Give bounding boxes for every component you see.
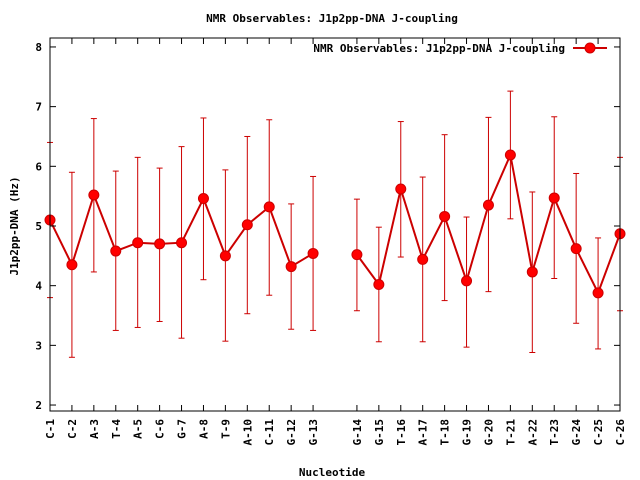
data-point [592,287,604,299]
x-tick-label: C-2 [66,419,79,439]
data-point [504,149,516,161]
data-point [461,275,473,287]
x-tick-label: G-24 [570,419,583,446]
x-tick-label: G-19 [461,419,474,446]
x-tick-label: C-25 [592,419,605,446]
x-tick-label: A-17 [417,419,430,446]
data-point [373,278,385,290]
y-axis-ticks: 2 3 4 5 6 7 8 [35,41,620,412]
plot-area [44,90,626,358]
x-tick-label: C-1 [44,419,57,439]
x-tick-label: T-16 [395,419,408,446]
data-point [482,199,494,211]
data-point [417,253,429,265]
error-bars [47,90,623,358]
data-point [88,189,100,201]
data-points [44,149,626,299]
x-tick-label: T-21 [504,419,517,446]
data-point [526,266,538,278]
x-axis-label: Nucleotide [299,466,366,479]
x-tick-label: C-6 [154,419,167,439]
x-tick-label: C-26 [614,419,627,446]
data-point [351,249,363,261]
data-point [66,259,78,271]
x-axis-ticks: C-1 C-2 A-3 T-4 A-5 C-6 G-7 A-8 T-9 A-10 C-11 G-12 G… [44,38,627,446]
y-tick-label: 3 [35,339,42,352]
y-tick-label: 5 [35,220,42,233]
data-point [263,201,275,213]
y-tick-label: 6 [35,160,42,173]
data-point [197,193,209,205]
plot-frame [49,37,621,412]
data-point [110,245,122,257]
x-tick-label: G-7 [176,419,189,439]
y-tick-label: 8 [35,41,42,54]
data-point [219,250,231,262]
x-tick-label: G-12 [285,419,298,446]
y-tick-label: 7 [35,101,42,114]
legend: NMR Observables: J1p2pp-DNA J-coupling [313,42,607,55]
x-tick-label: T-23 [548,419,561,446]
y-axis-label: J1p2pp-DNA (Hz) [8,176,21,275]
x-tick-label: G-14 [351,419,364,446]
x-tick-label: A-3 [88,419,101,439]
x-tick-label: A-22 [526,419,539,446]
data-point [241,219,253,231]
x-tick-label: G-15 [373,419,386,446]
legend-label: NMR Observables: J1p2pp-DNA J-coupling [313,42,565,55]
legend-marker [584,42,596,54]
data-point [570,243,582,255]
x-tick-label: G-13 [307,419,320,446]
data-point [395,183,407,195]
x-tick-label: T-18 [439,419,452,446]
data-point [176,237,188,249]
x-tick-label: T-9 [219,419,232,439]
data-point [439,210,451,222]
data-point [548,192,560,204]
x-tick-label: A-8 [197,419,210,439]
data-point [154,238,166,250]
x-tick-label: G-20 [482,419,495,446]
x-tick-label: T-4 [110,419,123,439]
y-tick-label: 4 [35,280,42,293]
x-tick-label: A-10 [241,419,254,446]
data-point [285,261,297,273]
y-tick-label: 2 [35,399,42,412]
x-tick-label: C-11 [263,419,276,446]
chart-title: NMR Observables: J1p2pp-DNA J-coupling [206,12,458,25]
data-point [132,237,144,249]
x-tick-label: A-5 [132,419,145,439]
data-point [307,247,319,259]
